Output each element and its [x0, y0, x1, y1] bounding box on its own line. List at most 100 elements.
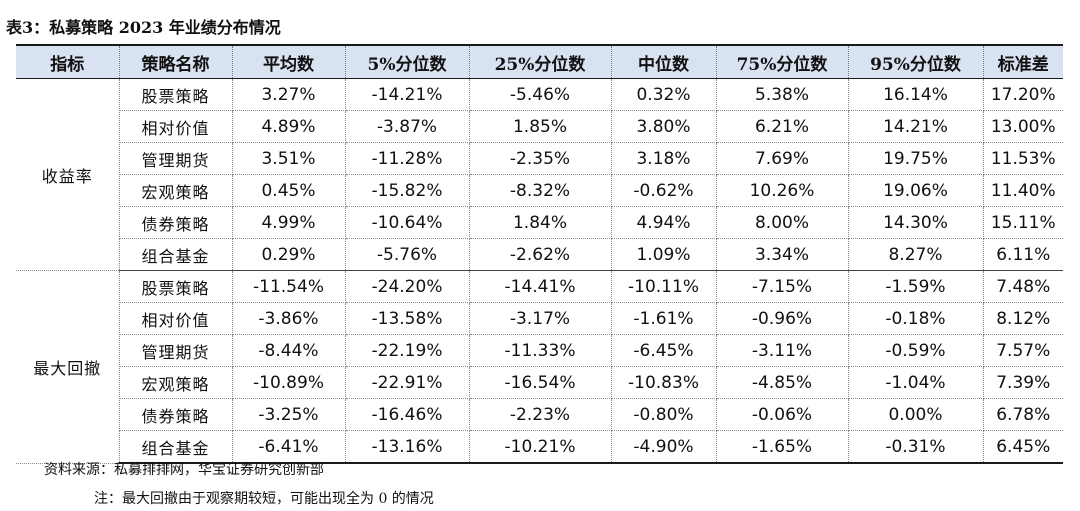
value-cell: -0.62% [610, 174, 717, 207]
table-row: 相对价值 -3.86% -13.58% -3.17% -1.61% -0.96% -0.18… [16, 302, 1063, 335]
strategy-name-cell: 股票策略 [118, 78, 233, 111]
value-cell: 8.27% [847, 238, 984, 271]
value-cell: 8.12% [982, 302, 1063, 335]
strategy-name-cell: 股票策略 [118, 270, 233, 303]
header-cell: 5%分位数 [344, 44, 470, 79]
value-cell: -6.45% [610, 334, 717, 367]
table-row: 宏观策略 -10.89% -22.91% -16.54% -10.83% -4.85% -1… [16, 366, 1063, 399]
value-cell: -14.41% [468, 270, 612, 303]
value-cell: 6.78% [982, 398, 1063, 431]
header-cell: 标准差 [982, 44, 1063, 79]
value-cell: 11.53% [982, 142, 1063, 175]
value-cell: -1.04% [847, 366, 984, 399]
value-cell: -10.11% [610, 270, 717, 303]
value-cell: 4.89% [231, 110, 346, 143]
value-cell: -0.96% [715, 302, 849, 335]
value-cell: 17.20% [982, 78, 1063, 111]
value-cell: 7.57% [982, 334, 1063, 367]
value-cell: -1.59% [847, 270, 984, 303]
value-cell: 3.18% [610, 142, 717, 175]
value-cell: 3.27% [231, 78, 346, 111]
value-cell: -4.90% [610, 430, 717, 464]
value-cell: 10.26% [715, 174, 849, 207]
strategy-name-cell: 宏观策略 [118, 366, 233, 399]
header-cell: 策略名称 [118, 44, 233, 79]
value-cell: -3.87% [344, 110, 470, 143]
value-cell: 6.11% [982, 238, 1063, 271]
value-cell: 19.75% [847, 142, 984, 175]
value-cell: 1.84% [468, 206, 612, 239]
value-cell: 4.94% [610, 206, 717, 239]
table-title: 表3：私募策略 2023 年业绩分布情况 [6, 18, 281, 37]
table-row: 管理期货 3.51% -11.28% -2.35% 3.18% 7.69% 19.75% 11… [16, 142, 1063, 175]
header-cell: 指标 [16, 44, 120, 79]
value-cell: -7.15% [715, 270, 849, 303]
strategy-name-cell: 债券策略 [118, 206, 233, 239]
value-cell: 13.00% [982, 110, 1063, 143]
strategy-name-cell: 组合基金 [118, 238, 233, 271]
table-row: 债券策略 -3.25% -16.46% -2.23% -0.80% -0.06% 0.00%… [16, 398, 1063, 431]
value-cell: -11.33% [468, 334, 612, 367]
table-row: 相对价值 4.89% -3.87% 1.85% 3.80% 6.21% 14.21% 13.0… [16, 110, 1063, 143]
value-cell: -0.59% [847, 334, 984, 367]
value-cell: 8.00% [715, 206, 849, 239]
performance-table: 指标 策略名称 平均数 5%分位数 25%分位数 中位数 75%分位数 95%分… [16, 44, 1063, 464]
value-cell: -10.83% [610, 366, 717, 399]
value-cell: 15.11% [982, 206, 1063, 239]
value-cell: 0.32% [610, 78, 717, 111]
value-cell: 6.45% [982, 430, 1063, 464]
value-cell: -8.32% [468, 174, 612, 207]
value-cell: -11.54% [231, 270, 346, 303]
value-cell: -13.16% [344, 430, 470, 464]
value-cell: -10.21% [468, 430, 612, 464]
value-cell: -6.41% [231, 430, 346, 464]
value-cell: 7.39% [982, 366, 1063, 399]
value-cell: 19.06% [847, 174, 984, 207]
value-cell: -16.54% [468, 366, 612, 399]
header-row: 指标 策略名称 平均数 5%分位数 25%分位数 中位数 75%分位数 95%分… [16, 44, 1063, 79]
value-cell: 0.00% [847, 398, 984, 431]
value-cell: -0.06% [715, 398, 849, 431]
strategy-name-cell: 相对价值 [118, 110, 233, 143]
value-cell: 7.69% [715, 142, 849, 175]
header-cell: 25%分位数 [468, 44, 612, 79]
value-cell: -0.31% [847, 430, 984, 464]
value-cell: 11.40% [982, 174, 1063, 207]
value-cell: -22.91% [344, 366, 470, 399]
value-cell: 16.14% [847, 78, 984, 111]
value-cell: -5.76% [344, 238, 470, 271]
value-cell: 7.48% [982, 270, 1063, 303]
strategy-name-cell: 债券策略 [118, 398, 233, 431]
table-row: 宏观策略 0.45% -15.82% -8.32% -0.62% 10.26% 19.06%… [16, 174, 1063, 207]
strategy-name-cell: 宏观策略 [118, 174, 233, 207]
table-row: 管理期货 -8.44% -22.19% -11.33% -6.45% -3.11% -0.5… [16, 334, 1063, 367]
header-cell: 75%分位数 [715, 44, 849, 79]
value-cell: -2.23% [468, 398, 612, 431]
table-body: 收益率 股票策略 3.27% -14.21% -5.46% 0.32% 5.38% 16.14… [16, 78, 1063, 464]
table-row: 债券策略 4.99% -10.64% 1.84% 4.94% 8.00% 14.30% 15.… [16, 206, 1063, 239]
table-row: 组合基金 0.29% -5.76% -2.62% 1.09% 3.34% 8.27% 6.11… [16, 238, 1063, 271]
value-cell: -24.20% [344, 270, 470, 303]
value-cell: 4.99% [231, 206, 346, 239]
table-row: 最大回撤 股票策略 -11.54% -24.20% -14.41% -10.11% -7.1… [16, 270, 1063, 464]
value-cell: 5.38% [715, 78, 849, 111]
group-label-cell: 最大回撤 [16, 270, 120, 464]
value-cell: -5.46% [468, 78, 612, 111]
value-cell: -10.64% [344, 206, 470, 239]
value-cell: -16.46% [344, 398, 470, 431]
value-cell: -10.89% [231, 366, 346, 399]
value-cell: 3.51% [231, 142, 346, 175]
value-cell: 0.29% [231, 238, 346, 271]
value-cell: 0.45% [231, 174, 346, 207]
table-row: 组合基金 -6.41% -13.16% -10.21% -4.90% -1.65% -0.3… [16, 430, 1063, 464]
value-cell: -2.62% [468, 238, 612, 271]
value-cell: -0.18% [847, 302, 984, 335]
value-cell: 3.34% [715, 238, 849, 271]
value-cell: -1.61% [610, 302, 717, 335]
strategy-name-cell: 管理期货 [118, 142, 233, 175]
value-cell: -2.35% [468, 142, 612, 175]
value-cell: -8.44% [231, 334, 346, 367]
value-cell: -3.17% [468, 302, 612, 335]
table-row: 收益率 股票策略 3.27% -14.21% -5.46% 0.32% 5.38% 16.14… [16, 78, 1063, 271]
value-cell: 14.30% [847, 206, 984, 239]
